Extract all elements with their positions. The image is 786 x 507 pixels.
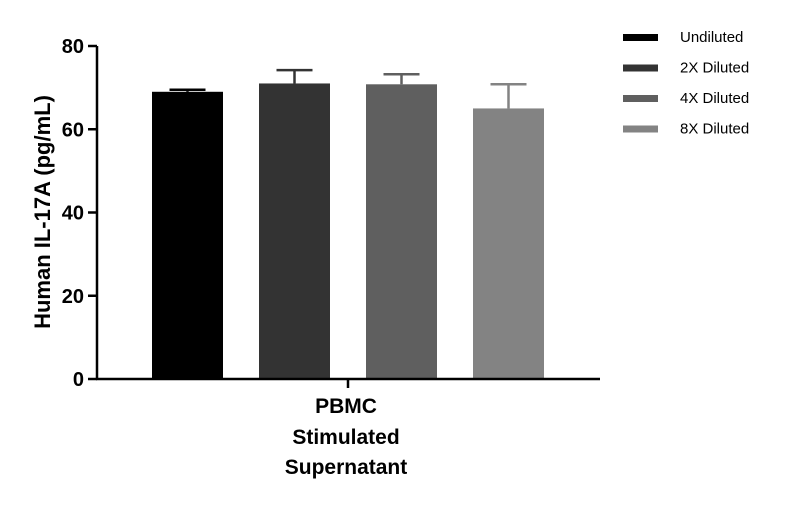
legend-label: Undiluted	[680, 29, 743, 46]
bar	[259, 83, 330, 380]
category-label: PBMC Stimulated Supernatant	[285, 395, 408, 479]
bar	[366, 84, 437, 380]
legend-swatch	[623, 34, 658, 41]
legend-swatch	[623, 64, 658, 72]
legend-label: 8X Diluted	[680, 121, 749, 138]
y-ticks: 0 20 40 60 80	[62, 36, 97, 391]
legend-swatch	[623, 125, 658, 133]
legend-label: 2X Diluted	[680, 60, 749, 77]
bars-layer	[152, 83, 544, 380]
bar	[152, 91, 223, 379]
y-tick-label: 60	[62, 119, 84, 141]
category-label-line-2: Stimulated	[292, 426, 399, 449]
legend-swatch	[623, 95, 658, 102]
error-bars-layer	[169, 68, 527, 109]
bar	[473, 108, 544, 379]
y-tick-label: 80	[62, 36, 84, 58]
category-label-line-3: Supernatant	[285, 456, 408, 479]
y-tick-label: 40	[62, 203, 84, 225]
category-label-line-1: PBMC	[315, 395, 377, 418]
legend: Undiluted 2X Diluted 4X Diluted 8X Diluted	[623, 29, 749, 138]
y-axis-title: Human IL-17A (pg/mL)	[30, 95, 55, 329]
y-tick-label: 0	[73, 369, 84, 391]
legend-label: 4X Diluted	[680, 90, 749, 107]
y-tick-label: 20	[62, 286, 84, 308]
